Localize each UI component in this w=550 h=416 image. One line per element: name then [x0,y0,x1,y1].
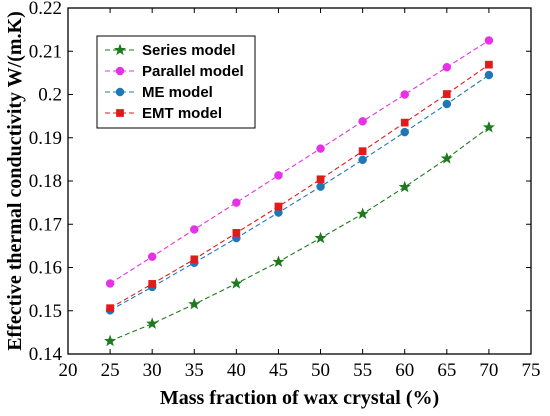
legend-label: ME model [142,84,213,101]
tick-labels: 20 25 30 35 40 45 50 55 60 65 70 75 0.14 0.15 0.16 0.17… [29,0,541,381]
data-point [442,90,451,98]
y-tick-label: 0.2 [38,85,62,106]
x-tick-label: 25 [101,360,120,381]
data-point [400,127,409,137]
legend-marker [115,87,125,97]
series-line [109,39,490,284]
x-tick-label: 65 [437,360,456,381]
data-point [442,99,452,109]
data-point [356,207,369,220]
series-line [109,126,490,342]
series-1 [105,36,494,288]
data-point [316,182,325,191]
y-tick-label: 0.18 [29,171,62,192]
x-tick-label: 60 [395,360,414,381]
x-tick-label: 70 [479,360,498,381]
data-point [274,171,283,180]
y-tick-label: 0.17 [29,214,62,235]
legend-marker [115,66,125,76]
y-tick-label: 0.15 [29,301,62,322]
x-tick-label: 30 [143,360,162,381]
legend-label: Series model [142,42,235,59]
y-tick-label: 0.14 [29,344,63,365]
data-point [398,180,411,193]
legend-label: Parallel model [142,63,244,80]
y-tick-label: 0.19 [29,128,62,149]
legend-entry-2: ME model [105,84,213,101]
data-point [440,152,453,164]
x-tick-label: 55 [353,360,372,381]
data-point [484,70,494,80]
data-point [485,60,493,69]
data-point [106,304,114,313]
data-point [146,317,159,329]
legend-marker [113,43,127,56]
data-point [272,255,285,268]
data-point [232,229,241,237]
data-point [230,277,243,289]
x-tick-label: 40 [227,360,246,381]
series-line [109,64,490,309]
data-point [484,36,494,45]
data-point [358,117,367,126]
y-axis-title: Effective thermal conductivity W/(m.K) [4,11,26,351]
x-tick-label: 75 [522,360,541,381]
data-point [316,175,325,184]
series-line [109,74,490,311]
legend-label: EMT model [142,105,222,122]
legend-entry-0: Series model [105,42,235,59]
legend-entry-3: EMT model [105,105,222,122]
data-point [400,90,409,99]
data-point [190,225,199,234]
y-tick-label: 0.16 [29,258,62,279]
y-tick-label: 0.21 [29,41,62,62]
data-point [314,231,327,244]
data-point [190,255,199,264]
data-point [188,297,201,310]
data-point [316,144,325,153]
data-point [147,252,157,261]
data-point [482,121,495,133]
data-point [274,202,283,211]
data-point [358,147,367,156]
x-tick-label: 35 [185,360,204,381]
x-axis-title: Mass fraction of wax crystal (%) [160,387,439,409]
legend-marker [116,109,124,117]
legend: Series model Parallel model ME model EMT mo… [96,35,256,129]
x-tick-label: 50 [311,360,330,381]
y-tick-label: 0.22 [29,0,62,19]
data-point [400,118,409,127]
data-point [148,280,157,288]
data-point [104,334,117,347]
x-tick-label: 20 [59,360,78,381]
legend-entry-1: Parallel model [105,63,244,80]
series-0 [104,121,495,347]
data-point [442,63,452,72]
series-layer [104,36,495,347]
data-point [232,198,241,207]
x-tick-label: 45 [269,360,288,381]
legend-box [96,35,256,129]
series-3 [106,60,493,313]
data-point [105,279,115,288]
axes-frame [67,7,532,355]
data-point [358,155,367,165]
